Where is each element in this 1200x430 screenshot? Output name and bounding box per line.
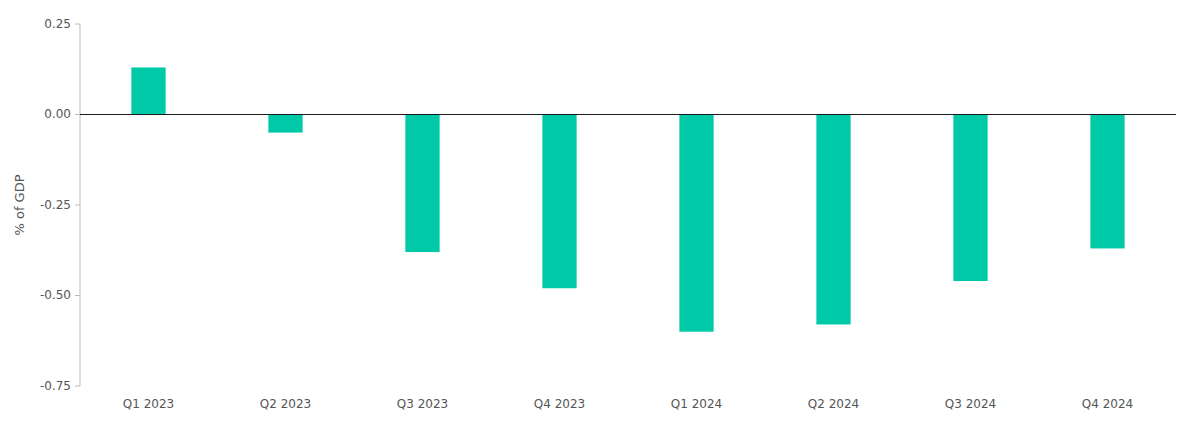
- y-tick: [75, 205, 80, 206]
- y-axis-label: % of GDP: [12, 174, 27, 235]
- bar: [679, 115, 713, 332]
- bar: [405, 115, 439, 253]
- zero-line: [80, 114, 1176, 115]
- y-axis-line: [80, 24, 81, 386]
- y-tick-label: 0.25: [44, 17, 71, 31]
- y-tick-label: -0.75: [40, 379, 71, 393]
- x-axis: Q1 2023 Q2 2023 Q3 2023 Q4 2023 Q1 2024 Q2 20…: [123, 397, 1133, 411]
- bars: [131, 67, 1124, 331]
- y-tick: [75, 114, 80, 115]
- bar: [1090, 115, 1124, 249]
- x-tick-label: Q4 2023: [534, 397, 585, 411]
- bar: [953, 115, 987, 282]
- y-tick-label: 0.00: [44, 107, 71, 121]
- x-tick-label: Q1 2023: [123, 397, 174, 411]
- x-tick-label: Q3 2023: [397, 397, 448, 411]
- bar: [816, 115, 850, 325]
- bar: [542, 115, 576, 289]
- y-tick: [75, 24, 80, 25]
- x-tick-label: Q1 2024: [671, 397, 722, 411]
- bar: [268, 115, 302, 133]
- chart-svg: -0.75 -0.50 -0.25 0.00 0.25 % of GDP Q1 2023 Q2…: [0, 0, 1200, 430]
- x-tick-label: Q2 2024: [808, 397, 859, 411]
- x-tick-label: Q4 2024: [1082, 397, 1133, 411]
- x-tick-label: Q3 2024: [945, 397, 996, 411]
- y-tick-label: -0.25: [40, 198, 71, 212]
- bar: [131, 67, 165, 114]
- chart-container: -0.75 -0.50 -0.25 0.00 0.25 % of GDP Q1 2023 Q2…: [0, 0, 1200, 430]
- y-tick: [75, 295, 80, 296]
- y-axis: -0.75 -0.50 -0.25 0.00 0.25: [40, 17, 80, 393]
- y-tick-label: -0.50: [40, 288, 71, 302]
- y-tick: [75, 386, 80, 387]
- x-tick-label: Q2 2023: [260, 397, 311, 411]
